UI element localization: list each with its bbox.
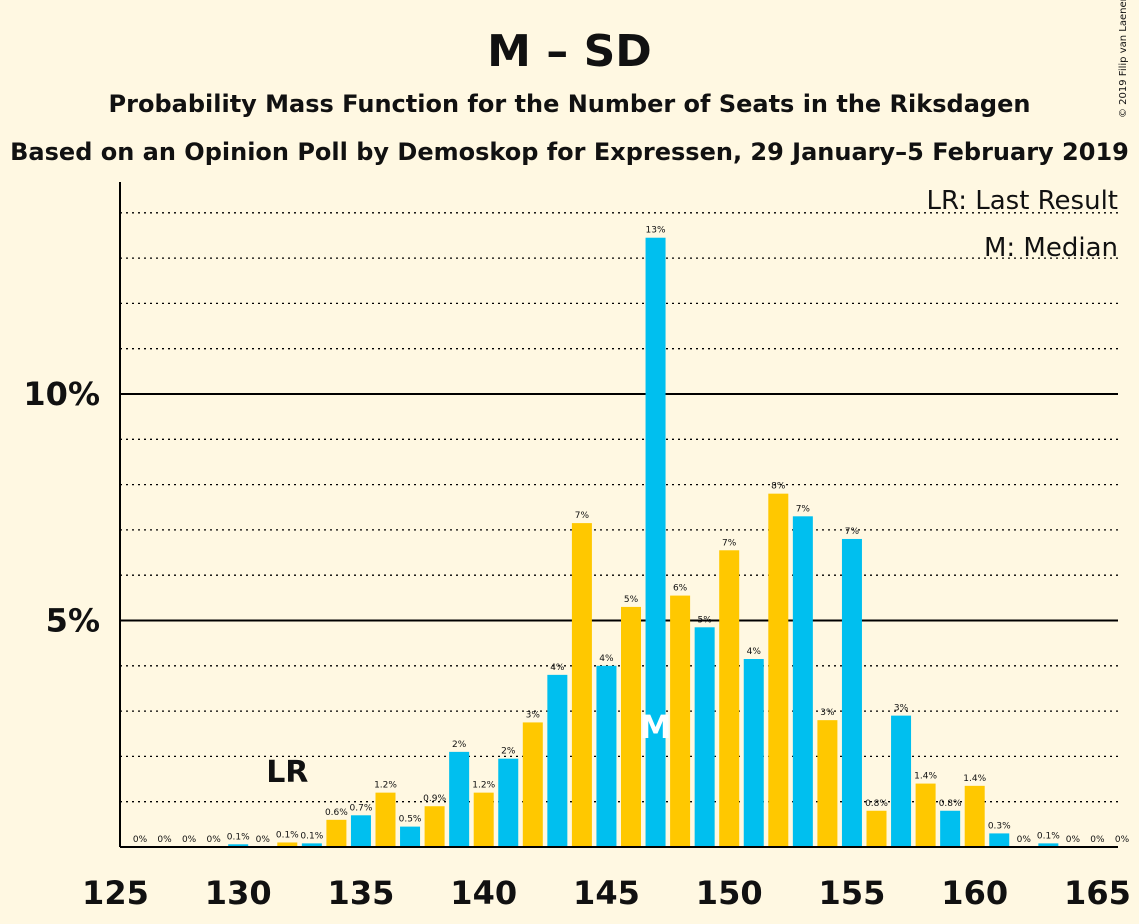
bar-seat-132 [277,842,298,847]
bar-seat-155 [841,538,862,847]
bar-value-label-165: 0% [1090,835,1105,845]
bar-value-label-166: 0% [1115,835,1130,845]
bar-value-label-139: 2% [452,740,467,750]
bar-value-label-143: 4% [550,663,565,673]
bar-value-label-144: 7% [575,511,590,521]
bar-value-label-145: 4% [599,654,614,664]
bar-value-label-136: 1.2% [374,781,397,791]
bar-value-label-149: 5% [698,615,713,625]
bar-value-label-157: 3% [894,704,909,714]
bar-seat-138 [424,806,445,847]
bar-value-label-128: 0% [182,835,197,845]
bar-value-label-141: 2% [501,747,516,757]
bar-value-label-160: 1.4% [963,774,986,784]
chart-subtitle-source: Based on an Opinion Poll by Demoskop for… [10,138,1129,166]
gridlines [120,212,1118,803]
bar-seat-137 [400,826,421,847]
bar-value-label-148: 6% [673,584,688,594]
bar-value-label-126: 0% [133,835,148,845]
x-tick-label-140: 140 [450,874,517,912]
chart-title: M – SD [487,26,652,77]
y-tick-label-5: 5% [46,602,100,640]
bar-value-label-152: 8% [771,482,786,492]
annotations: LR M [266,708,671,790]
median-marker: M [640,708,672,746]
x-tick-label-135: 135 [328,874,395,912]
bar-seat-140 [473,792,494,847]
bar-value-label-129: 0% [207,835,222,845]
bar-seat-147 [645,237,666,848]
bar-seat-130 [228,844,249,847]
bar-value-label-132: 0.1% [276,830,299,840]
bar-value-label-142: 3% [526,710,541,720]
bar-seat-142 [522,722,543,847]
bar-seat-133 [301,843,322,847]
bar-seat-156 [866,810,887,847]
last-result-marker: LR [266,755,308,790]
bar-seat-146 [621,606,641,847]
bar-value-label-151: 4% [747,647,762,657]
bar-value-label-153: 7% [796,504,811,514]
bar-seat-136 [375,792,396,847]
bar-seat-157 [891,715,912,847]
x-tick-label-155: 155 [819,874,886,912]
x-tick-label-150: 150 [696,874,763,912]
bar-seat-161 [989,833,1010,847]
bar-seat-139 [449,751,470,847]
bar-value-label-133: 0.1% [300,831,323,841]
bar-value-label-155: 7% [845,527,860,537]
bar-value-label-138: 0.9% [423,794,446,804]
x-tick-label-160: 160 [941,874,1008,912]
legend-last-result: LR: Last Result [926,186,1118,216]
bar-value-label-156: 0.8% [865,799,888,809]
bar-value-label-134: 0.6% [325,808,348,818]
bar-value-label-140: 1.2% [472,781,495,791]
bar-value-label-161: 0.3% [988,821,1011,831]
bar-value-label-154: 3% [820,708,835,718]
bar-seat-154 [817,720,838,847]
bar-value-label-137: 0.5% [399,815,422,825]
bar-seat-153 [792,516,813,847]
x-tick-label-125: 125 [82,874,149,912]
tick-labels: 125 130 135 140 145 150 155 160 165 5% 10% [23,375,1130,912]
bar-value-label-164: 0% [1066,835,1081,845]
bars: 0% 0% 0% 0% 0.1% 0% 0.1% 0.1%0.6% 0.7%1.2%0.5%0.… [133,226,1130,848]
bar-value-label-135: 0.7% [350,803,373,813]
x-tick-label-130: 130 [205,874,272,912]
bar-seat-144 [571,523,592,847]
bar-value-label-159: 0.8% [939,799,962,809]
bar-seat-141 [498,758,519,847]
bar-seat-149 [694,627,715,847]
bar-value-label-131: 0% [256,835,271,845]
bar-seat-148 [670,595,691,847]
bar-value-label-158: 1.4% [914,772,937,782]
bar-seat-160 [964,785,985,847]
bar-seat-135 [350,815,371,847]
bar-value-label-127: 0% [157,835,172,845]
bar-seat-163 [1038,843,1059,847]
bar-value-label-150: 7% [722,538,737,548]
x-tick-label-165: 165 [1064,874,1131,912]
chart-subtitle: Probability Mass Function for the Number… [108,90,1031,118]
bar-value-label-130: 0.1% [227,832,250,842]
bar-seat-143 [547,674,568,847]
bar-value-label-162: 0% [1017,835,1032,845]
bar-seat-134 [326,819,347,847]
bar-value-label-147: 13% [646,226,666,236]
bar-seat-145 [596,665,617,847]
bar-seat-150 [719,550,740,847]
bar-value-label-146: 5% [624,595,639,605]
bar-seat-158 [915,783,936,847]
x-tick-label-145: 145 [573,874,640,912]
bar-seat-159 [940,810,961,847]
bar-value-label-163: 0.1% [1037,831,1060,841]
y-tick-label-10: 10% [23,375,100,413]
axes [119,182,1118,848]
bar-seat-152 [768,493,789,847]
bar-seat-151 [743,659,764,847]
legend-median: M: Median [984,233,1118,263]
